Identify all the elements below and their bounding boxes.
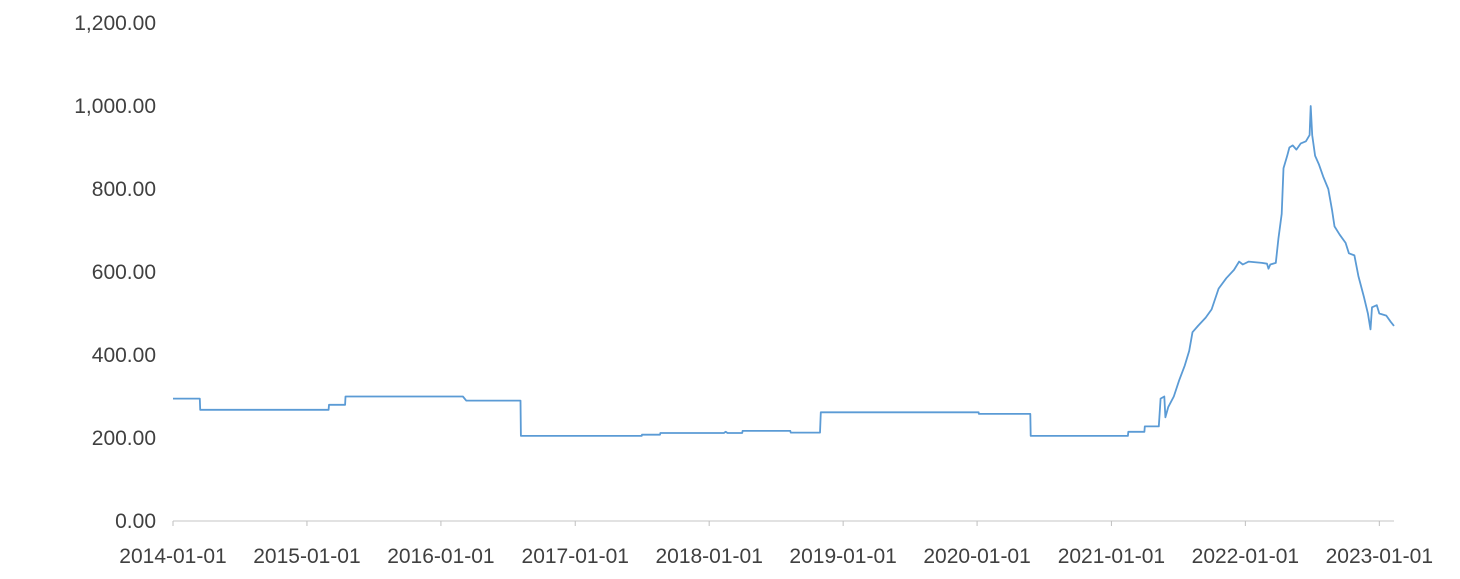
- x-tick-label: 2022-01-01: [1192, 545, 1299, 568]
- y-tick-label: 800.00: [92, 178, 156, 201]
- y-tick-label: 200.00: [92, 427, 156, 450]
- y-tick-label: 600.00: [92, 261, 156, 284]
- x-tick-label: 2019-01-01: [789, 545, 896, 568]
- y-tick-label: 1,200.00: [74, 12, 156, 35]
- x-tick-label: 2014-01-01: [119, 545, 226, 568]
- series-line: [173, 105, 1395, 437]
- x-tick-label: 2015-01-01: [253, 545, 360, 568]
- y-tick-label: 1,000.00: [74, 95, 156, 118]
- x-tick-label: 2017-01-01: [522, 545, 629, 568]
- x-tick-label: 2016-01-01: [387, 545, 494, 568]
- y-axis-tick-labels: 0.00 200.00 400.00 600.00 800.00 1,000.00 1,20…: [74, 12, 156, 533]
- x-tick-label: 2020-01-01: [923, 545, 1030, 568]
- y-tick-label: 400.00: [92, 344, 156, 367]
- y-tick-label: 0.00: [115, 510, 156, 533]
- x-tick-label: 2021-01-01: [1058, 545, 1165, 568]
- x-tick-label: 2023-01-01: [1326, 545, 1433, 568]
- x-axis: 2014-01-01 2015-01-01 2016-01-01 2017-01-01…: [119, 520, 1433, 568]
- series-group: [173, 105, 1395, 437]
- x-tick-label: 2018-01-01: [655, 545, 762, 568]
